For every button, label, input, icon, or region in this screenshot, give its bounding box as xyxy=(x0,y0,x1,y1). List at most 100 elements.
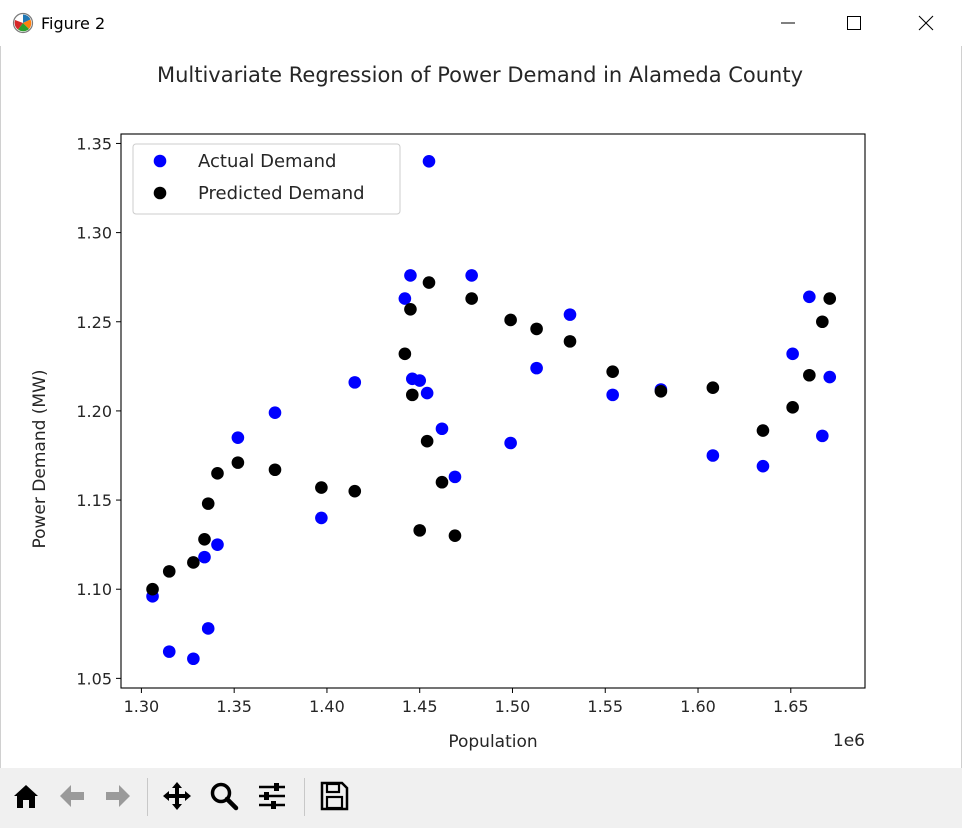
pan-button[interactable] xyxy=(157,776,197,816)
actual-demand-point xyxy=(201,622,215,635)
predicted-demand-point xyxy=(413,524,427,537)
y-axis-label: Power Demand (MW) xyxy=(30,369,50,548)
actual-demand-point xyxy=(563,308,577,321)
actual-demand-point xyxy=(756,459,770,473)
actual-demand-point xyxy=(404,269,417,282)
y-tick-label: 1.20 xyxy=(76,402,112,421)
predicted-demand-point xyxy=(706,381,720,395)
predicted-demand-point xyxy=(420,434,434,448)
move-icon xyxy=(163,782,191,810)
predicted-demand-point xyxy=(654,384,668,398)
predicted-demand-point xyxy=(530,322,543,336)
predicted-demand-point xyxy=(231,456,245,469)
actual-demand-point xyxy=(187,652,200,666)
window-border-left xyxy=(0,46,1,828)
close-button[interactable] xyxy=(903,0,949,46)
predicted-demand-point xyxy=(756,424,770,437)
zoom-button[interactable] xyxy=(204,776,244,816)
actual-demand-point xyxy=(211,538,224,551)
actual-demand-point xyxy=(413,374,427,387)
back-button[interactable] xyxy=(52,776,92,816)
x-axis-offset-label: 1e6 xyxy=(833,731,865,751)
legend: Actual Demand Predicted Demand xyxy=(132,143,401,215)
actual-demand-point xyxy=(803,290,816,304)
sliders-icon xyxy=(259,783,285,809)
actual-demand-point xyxy=(435,422,449,436)
window-title: Figure 2 xyxy=(41,14,106,33)
actual-demand-point xyxy=(786,347,799,361)
predicted-demand-point xyxy=(162,565,176,578)
predicted-demand-point xyxy=(435,475,449,489)
plot-area: 1.30 1.35 1.40 1.45 1.50 1.55 1.60 1.65 1.05 1.10… xyxy=(76,133,866,716)
actual-demand-point xyxy=(465,269,478,282)
actual-demand-point xyxy=(315,511,328,525)
x-tick-label: 1.65 xyxy=(773,697,809,716)
predicted-demand-point xyxy=(187,556,200,569)
x-axis-label: Population xyxy=(448,732,537,752)
actual-demand-point xyxy=(198,550,211,564)
save-button[interactable] xyxy=(314,776,354,816)
y-tick-label: 1.15 xyxy=(76,491,112,510)
predicted-demand-point xyxy=(465,292,478,305)
x-tick-label: 1.35 xyxy=(216,697,252,716)
actual-demand-point xyxy=(448,470,462,484)
arrow-left-icon xyxy=(60,785,84,807)
arrow-right-icon xyxy=(106,785,130,807)
predicted-demand-point xyxy=(404,302,417,316)
x-tick-label: 1.30 xyxy=(124,697,160,716)
x-tick-label: 1.60 xyxy=(680,697,716,716)
forward-button[interactable] xyxy=(98,776,138,816)
minimize-button[interactable] xyxy=(765,0,811,46)
predicted-demand-point xyxy=(448,529,462,543)
actual-demand-point xyxy=(420,386,434,400)
legend-label: Actual Demand xyxy=(198,151,336,172)
predicted-demand-point xyxy=(405,388,419,402)
x-tick-label: 1.45 xyxy=(402,697,438,716)
predicted-demand-point xyxy=(422,276,436,289)
x-tick-label: 1.50 xyxy=(495,697,531,716)
actual-demand-point xyxy=(530,361,543,375)
predicted-demand-point xyxy=(146,582,159,596)
predicted-demand-point xyxy=(823,292,837,305)
actual-demand-point xyxy=(398,292,412,305)
maximize-icon xyxy=(847,16,861,30)
predicted-demand-point xyxy=(211,467,224,480)
toolbar-separator xyxy=(304,778,305,816)
y-tick-label: 1.35 xyxy=(76,134,112,153)
predicted-demand-point xyxy=(268,463,282,477)
x-tick-label: 1.40 xyxy=(309,697,345,716)
y-tick-label: 1.05 xyxy=(76,669,112,688)
maximize-button[interactable] xyxy=(831,0,877,46)
legend-box xyxy=(132,143,401,215)
actual-demand-point xyxy=(268,406,282,419)
home-button[interactable] xyxy=(6,776,46,816)
actual-demand-point xyxy=(823,370,837,384)
actual-demand-point xyxy=(162,645,176,658)
save-icon xyxy=(320,781,349,811)
actual-demand-point xyxy=(504,436,517,450)
configure-subplots-button[interactable] xyxy=(252,776,292,816)
navigation-toolbar xyxy=(0,768,962,828)
predicted-demand-point xyxy=(786,401,799,414)
figure-canvas[interactable]: Multivariate Regression of Power Demand … xyxy=(0,46,962,768)
predicted-demand-point xyxy=(348,484,362,498)
minimize-icon xyxy=(781,22,795,24)
predicted-demand-point xyxy=(398,347,412,361)
predicted-demand-point xyxy=(315,481,328,494)
predicted-demand-point xyxy=(606,365,619,378)
predicted-demand-point xyxy=(803,368,816,382)
scatter-chart: Multivariate Regression of Power Demand … xyxy=(30,63,866,752)
actual-demand-point xyxy=(231,431,245,444)
actual-demand-point xyxy=(706,449,720,462)
predicted-demand-point xyxy=(563,335,577,348)
y-tick-label: 1.30 xyxy=(76,224,112,243)
legend-marker xyxy=(153,186,167,200)
window-titlebar: Figure 2 xyxy=(0,0,962,46)
legend-marker xyxy=(153,154,167,168)
y-tick-label: 1.10 xyxy=(76,580,112,599)
predicted-demand-point xyxy=(198,532,211,546)
zoom-icon xyxy=(210,782,239,811)
x-tick-label: 1.55 xyxy=(587,697,623,716)
predicted-demand-point xyxy=(504,313,517,327)
y-tick-label: 1.25 xyxy=(76,313,112,332)
